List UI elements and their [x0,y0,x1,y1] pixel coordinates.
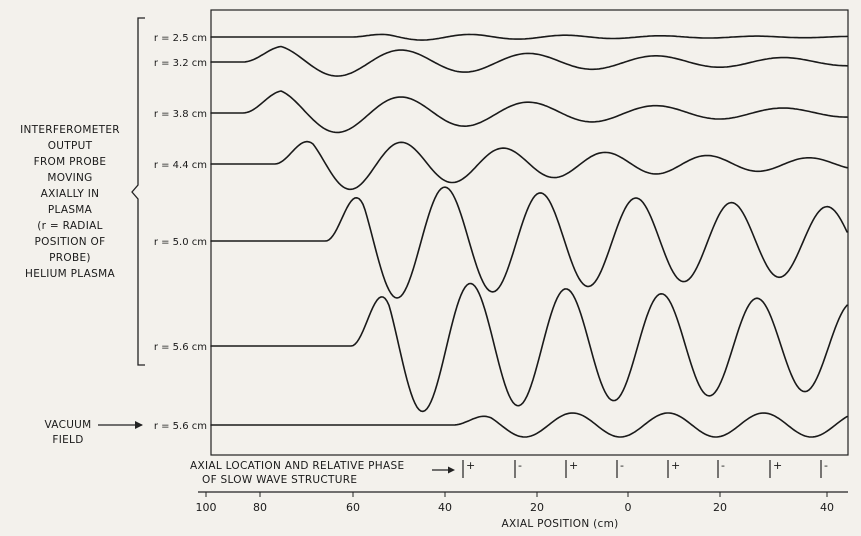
y-label-line: PLASMA [48,204,93,216]
trace-line [210,282,848,413]
y-label-line: OUTPUT [48,140,93,152]
x-tick-label: 0 [625,501,632,514]
x-axis-label: AXIAL POSITION (cm) [501,518,618,530]
trace-line [210,90,848,134]
trace-line [210,33,848,41]
phase-marks: + - + - + - + - [462,459,828,478]
y-label-line: HELIUM PLASMA [25,268,115,280]
phase-mark: - [721,459,725,472]
y-label-line: AXIALLY IN [41,188,100,200]
x-tick-label: 60 [346,501,360,514]
series-label: r = 4.4 cm [154,160,207,171]
phase-arrowhead [448,466,455,474]
vacuum-arrowhead [135,421,143,429]
phase-mark: + [671,459,680,472]
x-tick-label: 40 [820,501,834,514]
plot-frame [210,9,849,456]
series-label: r = 3.8 cm [154,109,207,120]
series-labels: r = 2.5 cm r = 3.2 cm r = 3.8 cm r = 4.4 cm… [154,33,207,432]
phase-mark: + [466,459,475,472]
trace-line [210,186,848,299]
phase-label: AXIAL LOCATION AND RELATIVE PHASE OF SLOW… [190,460,404,486]
phase-label-line: AXIAL LOCATION AND RELATIVE PHASE [190,460,404,472]
series-label: r = 5.6 cm [154,421,207,432]
phase-mark: - [620,459,624,472]
phase-mark: - [824,459,828,472]
y-label-line: (r = RADIAL [37,220,102,232]
x-tick-label: 80 [253,501,267,514]
x-tick-label: 20 [530,501,544,514]
y-label-line: PROBE) [49,252,91,264]
series-label: r = 5.0 cm [154,237,207,248]
vacuum-label-line: VACUUM [44,419,91,431]
phase-label-line: OF SLOW WAVE STRUCTURE [202,474,357,486]
x-tick-label: 40 [438,501,452,514]
y-label-line: POSITION OF [35,236,106,248]
trace-line [210,45,848,77]
y-axis-label: INTERFEROMETER OUTPUT FROM PROBE MOVING AXIA… [20,124,120,280]
phase-mark: + [569,459,578,472]
y-label-line: INTERFEROMETER [20,124,120,136]
trace-line [210,140,848,191]
phase-mark: - [518,459,522,472]
x-tick-label: 100 [196,501,217,514]
x-ticks: 100 80 60 40 20 0 20 40 [196,492,834,514]
series-label: r = 5.6 cm [154,342,207,353]
y-label-line: MOVING [47,172,92,184]
vacuum-label-line: FIELD [52,434,83,446]
vacuum-field-label: VACUUM FIELD [44,419,91,446]
phase-mark: + [773,459,782,472]
bracket [131,17,145,366]
series-label: r = 3.2 cm [154,58,207,69]
traces [210,33,848,438]
y-label-line: FROM PROBE [34,156,107,168]
x-tick-label: 20 [713,501,727,514]
series-label: r = 2.5 cm [154,33,207,44]
trace-line [210,412,848,438]
